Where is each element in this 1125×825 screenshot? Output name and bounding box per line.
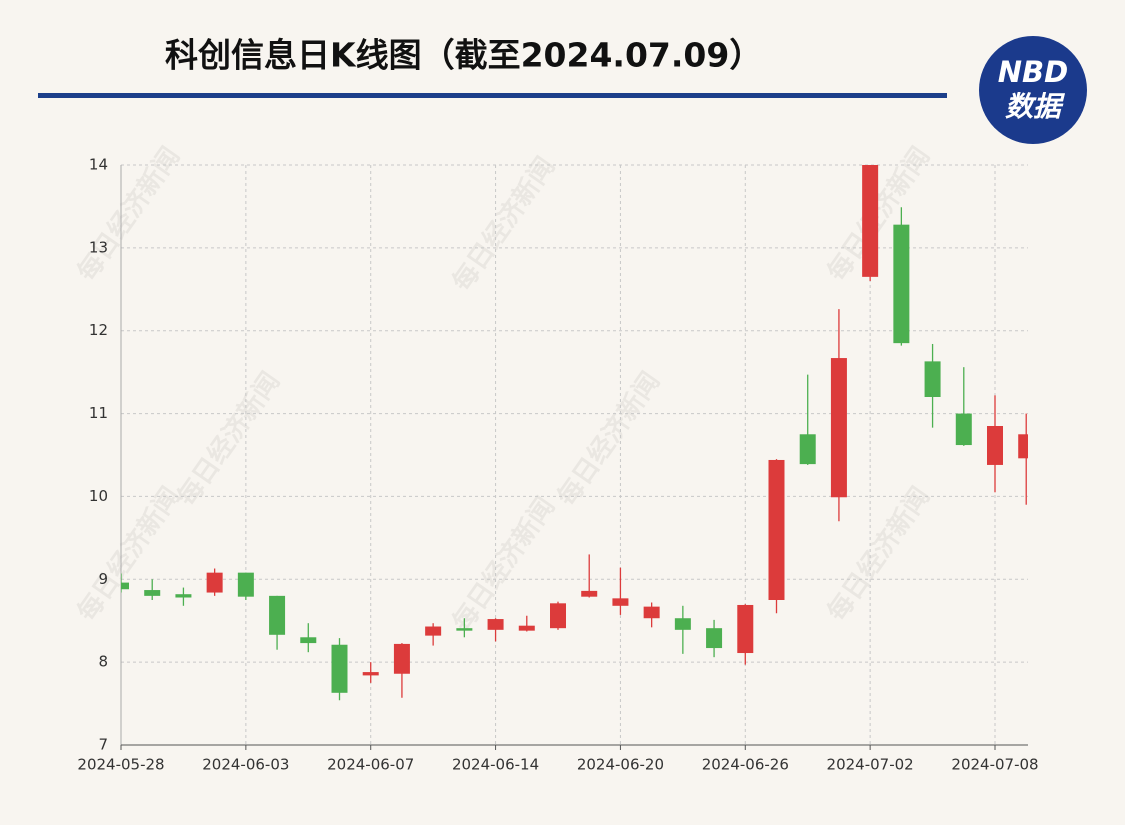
candle-body [206,572,223,593]
candle-body [362,672,379,676]
candle-body [487,619,504,630]
y-tick-label: 14 [89,156,108,174]
y-tick-label: 9 [98,570,108,588]
y-tick-label: 8 [98,653,108,671]
candle-body [550,603,566,629]
candle-body [393,643,410,674]
title-underline [38,93,947,98]
candle-body [1018,434,1028,459]
candles [121,165,1028,701]
logo-text: NBD [998,55,1068,89]
x-tick-label: 2024-06-14 [452,756,539,774]
x-tick-label: 2024-06-07 [327,756,414,774]
x-tick-label: 2024-07-08 [951,756,1038,774]
candle-body [799,434,816,465]
candle-body [456,628,473,631]
x-tick-label: 2024-05-28 [77,756,164,774]
candle-body [331,644,348,693]
candle-body [862,165,879,277]
candle-body [269,595,286,635]
y-tick-label: 12 [89,321,108,339]
candle-body [674,618,691,630]
y-tick-label: 10 [89,487,108,505]
candle-body [237,572,254,597]
candle-body [893,224,910,344]
logo-text: 数据 [1005,90,1066,123]
y-tick-label: 11 [89,404,108,422]
candle-body [144,590,161,596]
candle-body [300,637,317,644]
x-tick-label: 2024-06-03 [202,756,289,774]
candle-body [830,358,847,498]
candle-body [768,459,785,600]
y-tick-label: 13 [89,238,108,256]
candle-body [643,606,660,619]
candle-body [581,590,598,597]
logo-circle [979,36,1087,144]
candle-body [425,626,442,636]
logo: NBD 数据 [979,36,1087,144]
candle-body [955,413,972,446]
candle-body [987,426,1003,465]
y-tick-label: 7 [98,736,108,754]
x-tick-label: 2024-06-26 [702,756,789,774]
candle-body [175,594,192,598]
candle-body [518,625,535,631]
x-tick-label: 2024-07-02 [827,756,914,774]
candle-body [121,582,129,590]
candle-body [706,628,723,649]
candle-body [612,598,629,606]
candle-body [737,604,754,654]
candle-body [924,361,941,397]
chart-title: 科创信息日K线图（截至2024.07.09） [165,36,762,75]
x-tick-label: 2024-06-20 [577,756,664,774]
